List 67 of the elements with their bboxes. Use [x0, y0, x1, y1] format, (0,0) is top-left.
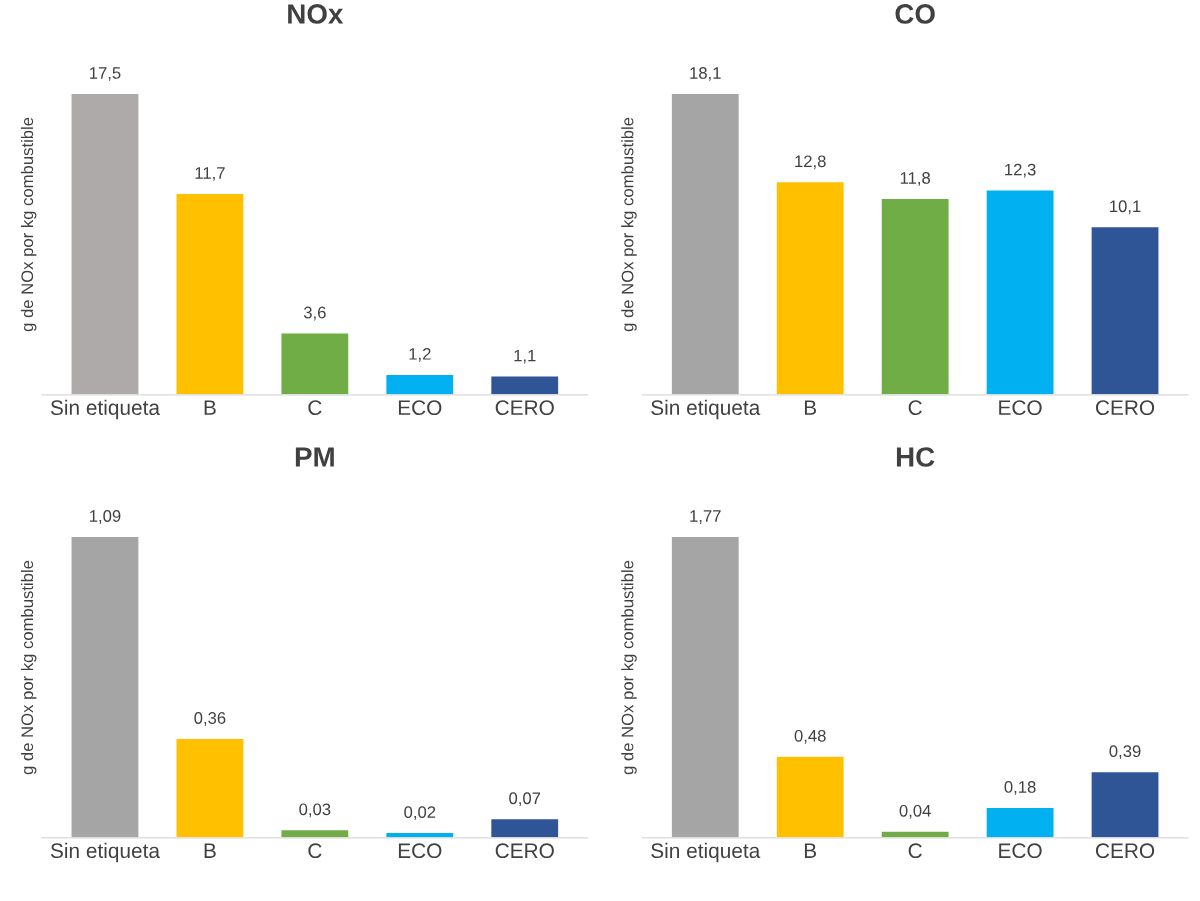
x-tick-label: Sin etiqueta: [50, 399, 160, 420]
bar: [985, 806, 1055, 838]
x-tick-label: CERO: [495, 400, 554, 416]
data-label: 0,07: [509, 792, 541, 807]
data-label: 3,6: [303, 306, 326, 321]
chart-title: PM: [295, 447, 334, 467]
bar: [670, 92, 741, 395]
bar: [385, 373, 455, 395]
x-tick-label: ECO: [999, 843, 1042, 859]
bar: [489, 375, 560, 395]
data-label: 18,1: [690, 67, 721, 81]
y-axis-title: g de NOx por kg combustible: [621, 560, 637, 775]
x-tick-label: B: [204, 843, 216, 858]
data-label: 10,1: [1110, 200, 1141, 215]
bar: [775, 755, 845, 838]
bar: [175, 192, 245, 395]
bar: [280, 332, 350, 395]
data-label: 1,09: [90, 510, 121, 524]
data-label: 17,5: [90, 67, 121, 81]
x-tick-label: Sin etiqueta: [651, 842, 761, 863]
data-label: 0,02: [404, 806, 436, 820]
bar: [489, 817, 560, 838]
data-label: 0,39: [1109, 745, 1141, 760]
chart-title: HC: [896, 447, 935, 467]
x-tick-label: ECO: [398, 400, 442, 416]
x-tick-label: CERO: [1095, 400, 1155, 416]
bar: [880, 830, 950, 838]
data-label: 1,1: [514, 349, 536, 364]
x-tick-label: B: [804, 843, 817, 858]
bar: [880, 197, 950, 395]
chart-title: NOx: [288, 4, 344, 24]
chart-title: CO: [895, 4, 935, 24]
data-label: 0,36: [194, 712, 226, 726]
data-label: 0,18: [1004, 781, 1036, 795]
data-label: 12,8: [795, 155, 826, 170]
bar: [1090, 770, 1160, 838]
data-label: 0,03: [299, 803, 331, 818]
x-tick-label: Sin etiqueta: [50, 842, 160, 863]
bar: [775, 180, 845, 395]
data-label: 0,04: [899, 804, 931, 819]
x-tick-label: ECO: [398, 843, 442, 859]
bar: [670, 535, 741, 838]
y-axis-title: g de NOx por kg combustible: [621, 117, 637, 332]
x-tick-label: ECO: [999, 400, 1042, 416]
bar: [985, 189, 1055, 395]
bar: [1090, 225, 1160, 395]
bar: [70, 92, 140, 395]
x-tick-label: CERO: [1095, 843, 1155, 859]
data-label: 0,48: [794, 729, 826, 744]
y-axis-title: g de NOx por kg combustible: [20, 117, 37, 332]
x-tick-label: C: [908, 843, 922, 859]
x-tick-label: C: [308, 843, 322, 859]
data-label: 1,2: [409, 347, 431, 362]
x-tick-label: C: [908, 400, 922, 416]
bar: [175, 737, 245, 838]
data-label: 1,77: [690, 510, 721, 524]
data-label: 12,3: [1005, 163, 1036, 178]
data-label: 11,8: [900, 172, 931, 186]
bar: [280, 828, 350, 838]
x-tick-label: C: [308, 400, 322, 416]
x-tick-label: B: [204, 400, 216, 415]
x-tick-label: B: [804, 400, 817, 415]
x-tick-label: CERO: [495, 843, 554, 859]
x-tick-label: Sin etiqueta: [651, 399, 761, 420]
bar: [70, 535, 140, 838]
y-axis-title: g de NOx por kg combustible: [20, 560, 37, 775]
data-label: 11,7: [195, 167, 225, 181]
